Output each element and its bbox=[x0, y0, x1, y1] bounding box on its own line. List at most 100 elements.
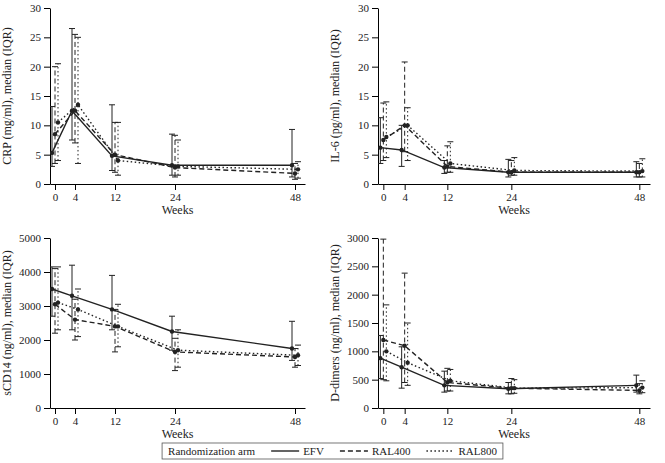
error-cap bbox=[639, 176, 645, 177]
tick-mark bbox=[511, 408, 512, 414]
error-cap bbox=[175, 367, 181, 368]
error-whisker bbox=[115, 122, 116, 172]
tick-label: 0 bbox=[53, 191, 59, 203]
error-cap bbox=[75, 37, 81, 38]
point bbox=[296, 353, 300, 357]
plot-area bbox=[50, 29, 301, 180]
tick-label: 0 bbox=[36, 178, 42, 190]
tick-label: 1000 bbox=[19, 368, 42, 380]
legend-label: RAL400 bbox=[372, 445, 411, 457]
tick-mark bbox=[372, 125, 378, 126]
series-line bbox=[52, 289, 292, 349]
tick-mark bbox=[372, 37, 378, 38]
legend-swatch bbox=[271, 450, 299, 451]
tick: 2000 bbox=[19, 334, 50, 346]
tick-mark bbox=[44, 155, 50, 156]
error-bar bbox=[112, 309, 118, 352]
tick: 20 bbox=[358, 61, 378, 73]
error-bar bbox=[172, 338, 178, 370]
error-bar bbox=[75, 37, 81, 163]
error-cap bbox=[115, 175, 121, 176]
tick-label: 500 bbox=[353, 374, 370, 386]
error-cap bbox=[380, 239, 386, 240]
error-cap bbox=[289, 129, 295, 130]
series-line bbox=[383, 125, 639, 172]
error-cap bbox=[75, 289, 81, 290]
tick-mark bbox=[639, 408, 640, 414]
error-cap bbox=[405, 385, 411, 386]
error-whisker bbox=[75, 34, 76, 143]
error-cap bbox=[292, 163, 298, 164]
tick-mark bbox=[447, 184, 448, 190]
error-cap bbox=[50, 106, 55, 107]
error-whisker bbox=[447, 368, 448, 391]
x-axis-title: Weeks bbox=[162, 427, 194, 441]
error-cap bbox=[378, 335, 383, 336]
error-cap bbox=[109, 170, 115, 171]
error-cap bbox=[444, 145, 450, 146]
error-cap bbox=[55, 160, 61, 161]
error-cap bbox=[55, 266, 61, 267]
error-whisker bbox=[386, 305, 387, 381]
tick-label: 25 bbox=[358, 31, 370, 43]
tick-label: 20 bbox=[358, 61, 370, 73]
error-cap bbox=[383, 380, 389, 381]
tick-mark bbox=[511, 184, 512, 190]
y-axis-title: CRP (mg/ml), median (IQR) bbox=[0, 27, 14, 165]
error-cap bbox=[505, 176, 511, 177]
legend-title: Randomization arm bbox=[168, 445, 256, 457]
chart-svg: 04122448051015202530WeeksCRP (mg/ml), me… bbox=[0, 0, 665, 463]
error-whisker bbox=[450, 142, 451, 173]
error-cap bbox=[383, 101, 389, 102]
error-cap bbox=[633, 375, 639, 376]
error-cap bbox=[55, 63, 61, 64]
tick-label: 48 bbox=[290, 191, 302, 203]
tick: 500 bbox=[353, 374, 379, 386]
tick-mark bbox=[44, 184, 50, 185]
error-cap bbox=[69, 28, 75, 29]
error-cap bbox=[405, 160, 411, 161]
tick-mark bbox=[175, 184, 176, 190]
error-bar bbox=[511, 158, 517, 176]
point bbox=[116, 324, 120, 328]
series bbox=[378, 118, 639, 177]
error-cap bbox=[52, 268, 58, 269]
tick: 10 bbox=[30, 119, 50, 131]
error-bar bbox=[69, 29, 75, 140]
tick: 12 bbox=[442, 184, 453, 203]
point bbox=[76, 307, 80, 311]
tick: 0 bbox=[53, 408, 59, 427]
point bbox=[116, 158, 120, 162]
error-cap bbox=[172, 370, 178, 371]
series bbox=[383, 102, 645, 177]
tick-label: 24 bbox=[170, 191, 182, 203]
tick-label: 0 bbox=[381, 415, 387, 427]
error-cap bbox=[175, 329, 181, 330]
error-bar bbox=[169, 316, 175, 350]
series-line bbox=[55, 304, 295, 357]
error-whisker bbox=[52, 267, 53, 316]
tick-label: 24 bbox=[506, 415, 518, 427]
y-axis-title: IL-6 (pg/ml), median (IQR) bbox=[328, 29, 342, 162]
error-whisker bbox=[58, 64, 59, 161]
point bbox=[56, 300, 60, 304]
tick: 12 bbox=[110, 408, 121, 427]
point bbox=[384, 349, 388, 353]
tick-mark bbox=[447, 408, 448, 414]
error-bar bbox=[447, 142, 453, 173]
error-cap bbox=[52, 66, 58, 67]
axis-line bbox=[379, 184, 651, 185]
tick: 4 bbox=[73, 184, 79, 203]
tick-label: 0 bbox=[36, 402, 42, 414]
x-axis: 04122448 bbox=[51, 184, 306, 203]
error-cap bbox=[633, 161, 639, 162]
error-cap bbox=[380, 103, 386, 104]
error-bar bbox=[115, 122, 121, 175]
tick: 5 bbox=[364, 149, 379, 161]
tick: 48 bbox=[290, 408, 302, 427]
error-cap bbox=[505, 382, 511, 383]
axis-line bbox=[50, 239, 51, 409]
error-bar bbox=[289, 129, 295, 177]
point bbox=[399, 365, 403, 369]
error-cap bbox=[172, 176, 178, 177]
